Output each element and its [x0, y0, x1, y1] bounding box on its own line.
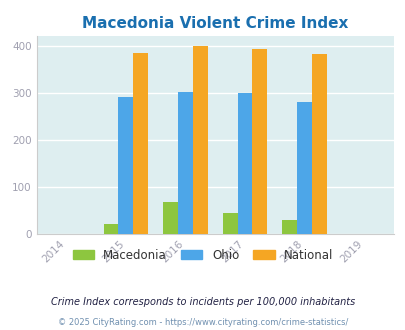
Bar [311, 54, 326, 234]
Title: Macedonia Violent Crime Index: Macedonia Violent Crime Index [82, 16, 347, 31]
Bar [237, 93, 252, 234]
Bar [281, 220, 296, 234]
Bar [177, 92, 192, 234]
Text: © 2025 CityRating.com - https://www.cityrating.com/crime-statistics/: © 2025 CityRating.com - https://www.city… [58, 318, 347, 327]
Bar [133, 53, 148, 234]
Bar [192, 46, 207, 234]
Bar [118, 97, 133, 234]
Bar [252, 49, 266, 234]
Bar [296, 102, 311, 234]
Legend: Macedonia, Ohio, National: Macedonia, Ohio, National [68, 244, 337, 266]
Bar [222, 213, 237, 234]
Text: Crime Index corresponds to incidents per 100,000 inhabitants: Crime Index corresponds to incidents per… [51, 297, 354, 307]
Bar [103, 224, 118, 234]
Bar [163, 202, 177, 234]
